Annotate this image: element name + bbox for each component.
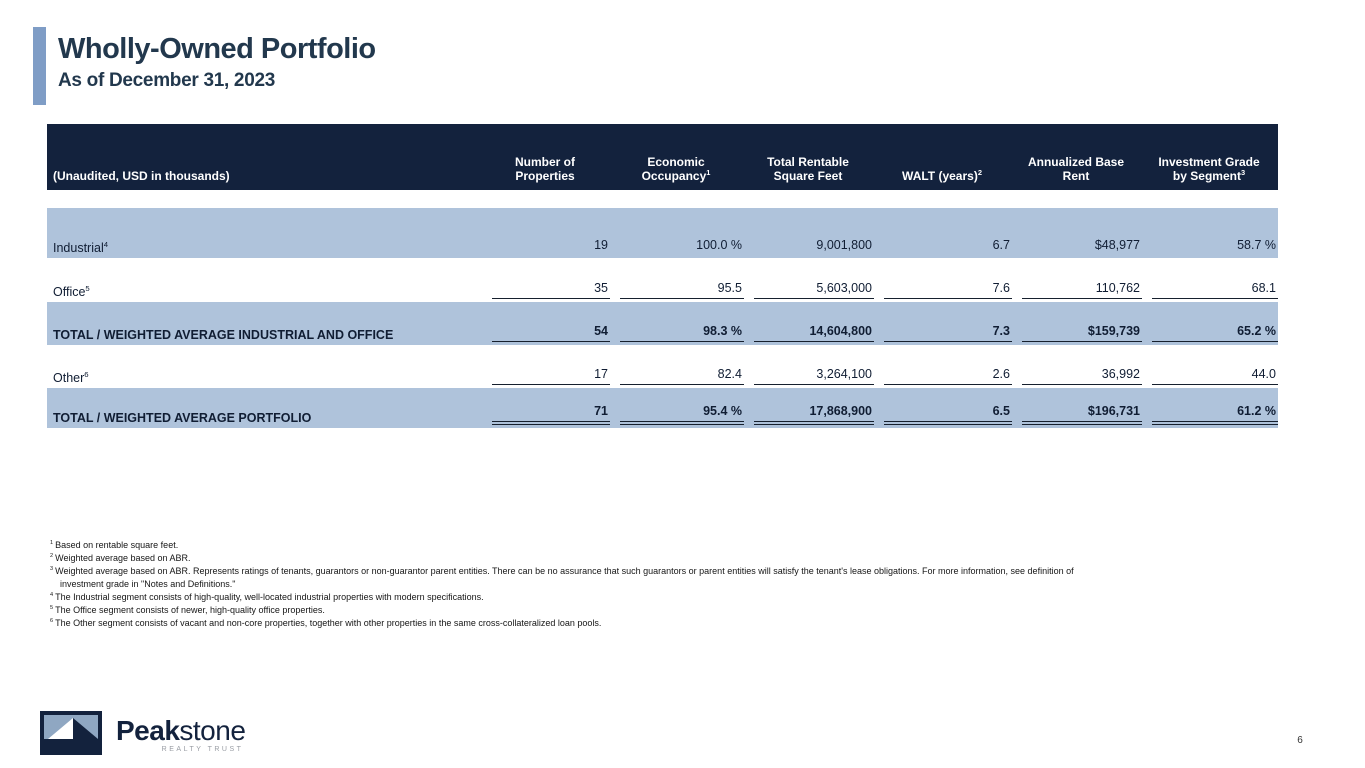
title-accent-bar — [33, 27, 46, 105]
col-header-total-rentable-square-feet: Total Rentable Square Feet — [767, 155, 849, 183]
col-header-walt-years: WALT (years)2 — [902, 168, 982, 183]
cell-occupancy: 95.5 — [620, 281, 744, 299]
col-header-investment-grade-by-segment: Investment Grade by Segment3 — [1158, 155, 1260, 183]
cell-sqft: 3,264,100 — [754, 367, 874, 385]
row-label: Office5 — [53, 283, 90, 299]
portfolio-table: (Unaudited, USD in thousands) Number of … — [47, 124, 1278, 428]
table-spacer — [47, 190, 1278, 208]
footnote-3: 3 Weighted average based on ABR. Represen… — [50, 566, 1074, 576]
cell-occupancy: 82.4 — [620, 367, 744, 385]
cell-sqft: 17,868,900 — [754, 404, 874, 425]
table-header-row: (Unaudited, USD in thousands) Number of … — [47, 124, 1278, 190]
cell-grade: 61.2 % — [1152, 404, 1278, 425]
cell-walt: 7.6 — [884, 281, 1012, 299]
row-label: TOTAL / WEIGHTED AVERAGE PORTFOLIO — [53, 411, 312, 425]
page-number: 6 — [1297, 735, 1303, 746]
cell-rent: $196,731 — [1022, 404, 1142, 425]
brand-name: Peakstone — [116, 715, 246, 746]
table-row-total-industrial-office: TOTAL / WEIGHTED AVERAGE INDUSTRIAL AND … — [47, 302, 1278, 345]
cell-walt: 6.5 — [884, 404, 1012, 425]
cell-walt: 7.3 — [884, 324, 1012, 342]
page-title: Wholly-Owned Portfolio — [58, 33, 376, 65]
cell-properties: 17 — [492, 367, 610, 385]
cell-sqft: 5,603,000 — [754, 281, 874, 299]
row-label: TOTAL / WEIGHTED AVERAGE INDUSTRIAL AND … — [53, 328, 394, 342]
cell-walt: 6.7 — [992, 238, 1010, 252]
row-label: Other6 — [53, 369, 89, 385]
brand-logo: Peakstone REALTY TRUST — [40, 711, 246, 755]
cell-rent: 110,762 — [1022, 281, 1142, 299]
cell-grade: 44.0 — [1152, 367, 1278, 385]
cell-sqft: 9,001,800 — [816, 238, 872, 252]
cell-occupancy: 95.4 % — [620, 404, 744, 425]
dollar-sign: $ — [1087, 324, 1095, 338]
col-header-economic-occupancy: Economic Occupancy1 — [641, 155, 711, 183]
cell-properties: 54 — [492, 324, 610, 342]
footnote-6: 6 The Other segment consists of vacant an… — [50, 618, 602, 628]
cell-rent: 36,992 — [1022, 367, 1142, 385]
row-label: Industrial4 — [53, 239, 109, 255]
cell-grade: 58.7 % — [1237, 238, 1276, 252]
table-row-other: Other6 17 82.4 3,264,100 2.6 36,992 44.0 — [47, 345, 1278, 388]
table-row-office: Office5 35 95.5 5,603,000 7.6 110,762 68… — [47, 258, 1278, 302]
col-header-annualized-base-rent: Annualized Base Rent — [1027, 155, 1125, 183]
peakstone-logo-icon — [40, 711, 102, 755]
footnote-4: 4 The Industrial segment consists of high… — [50, 592, 484, 602]
cell-properties: 19 — [594, 238, 608, 252]
dollar-sign: $ — [1087, 404, 1095, 418]
col-header-number-of-properties: Number of Properties — [515, 155, 575, 183]
cell-properties: 35 — [492, 281, 610, 299]
footnote-3-continued: investment grade in "Notes and Definitio… — [60, 579, 236, 589]
cell-properties: 71 — [492, 404, 610, 425]
table-row-total-portfolio: TOTAL / WEIGHTED AVERAGE PORTFOLIO 71 95… — [47, 388, 1278, 428]
page-subtitle: As of December 31, 2023 — [58, 70, 275, 91]
footnote-2: 2 Weighted average based on ABR. — [50, 553, 191, 563]
table-row-industrial: Industrial4 19 100.0 % 9,001,800 6.7 $48… — [47, 208, 1278, 258]
footnote-1: 1 Based on rentable square feet. — [50, 540, 179, 550]
cell-sqft: 14,604,800 — [754, 324, 874, 342]
cell-occupancy: 98.3 % — [620, 324, 744, 342]
brand-tagline: REALTY TRUST — [161, 746, 244, 753]
dollar-sign: $ — [1094, 238, 1102, 252]
cell-grade: 65.2 % — [1152, 324, 1278, 342]
cell-rent: $159,739 — [1022, 324, 1142, 342]
cell-grade: 68.1 — [1152, 281, 1278, 299]
cell-occupancy: 100.0 % — [696, 238, 742, 252]
footnotes: 1 Based on rentable square feet. 2 Weighte… — [50, 539, 1310, 630]
cell-walt: 2.6 — [884, 367, 1012, 385]
table-header-label: (Unaudited, USD in thousands) — [53, 169, 230, 183]
footnote-5: 5 The Office segment consists of newer, h… — [50, 605, 325, 615]
cell-rent: $48,977 — [1094, 238, 1140, 252]
